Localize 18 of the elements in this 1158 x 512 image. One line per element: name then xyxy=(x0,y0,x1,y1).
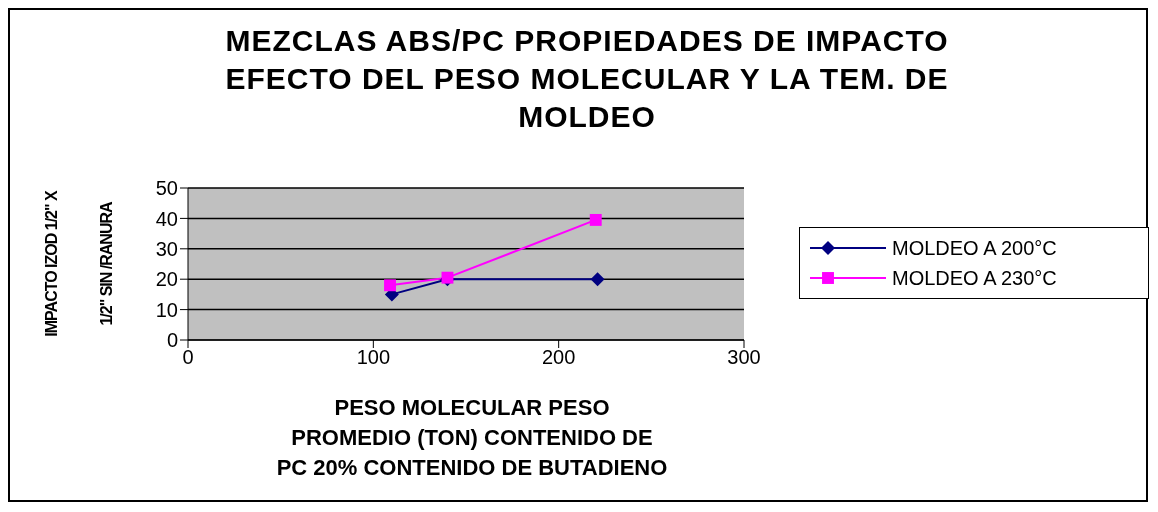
y-tick-label: 20 xyxy=(155,268,178,291)
y-tick-label: 0 xyxy=(166,329,178,352)
x-axis-title: PESO MOLECULAR PESO PROMEDIO (TON) CONTENIDO DE PC 20% CONTENIDO DE BUTADIENO xyxy=(275,394,669,482)
x-tick-label: 200 xyxy=(541,346,576,369)
y-tick-label: 30 xyxy=(155,237,178,260)
legend-label: MOLDEO A 230°C xyxy=(892,266,1057,290)
text: IMPACTO IZOD 1/2" X 1/2" SIN /RANURA xyxy=(43,191,115,337)
y-tick-label: 10 xyxy=(155,298,178,321)
y-tick-label: 40 xyxy=(155,207,178,230)
x-tick-label: 0 xyxy=(182,346,194,369)
point xyxy=(590,272,605,287)
x-tick-label: 300 xyxy=(727,346,761,369)
y-tick-label: 50 xyxy=(155,177,178,200)
point xyxy=(589,213,602,226)
legend-label: MOLDEO A 200°C xyxy=(892,236,1057,260)
x-tick-label: 100 xyxy=(356,346,391,369)
chart-title: MEZCLAS ABS/PC PROPIEDADES DE IMPACTO EFECTO DEL PESO MOLECULAR Y LA TEM. DE MOLDEO xyxy=(224,23,950,135)
point xyxy=(384,279,396,292)
